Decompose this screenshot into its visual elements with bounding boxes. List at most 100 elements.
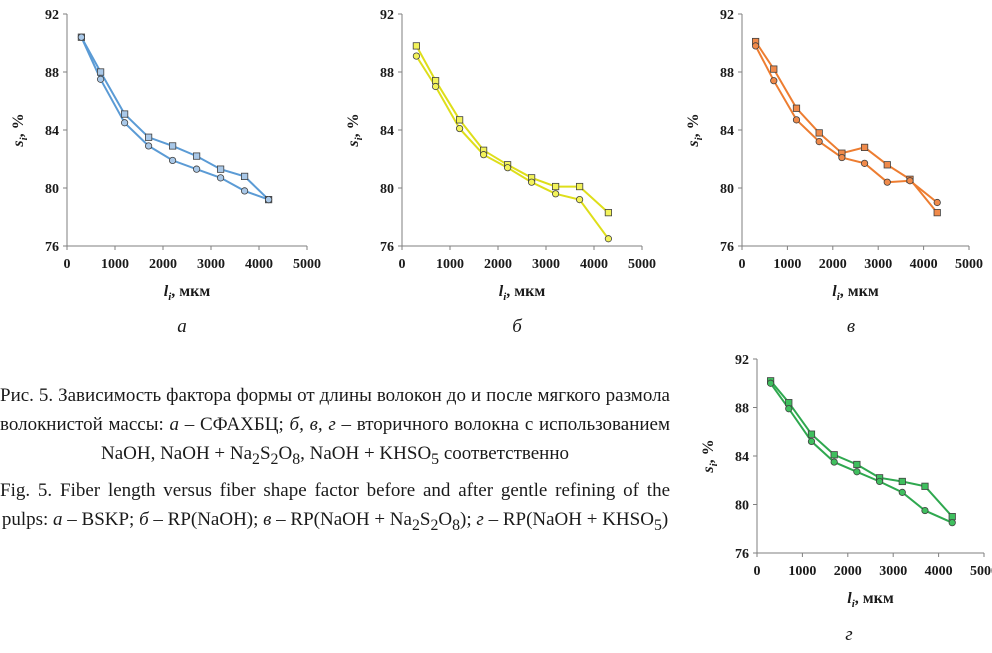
- data-point-square: [144, 133, 153, 141]
- x-tick-label: 4000: [925, 564, 953, 579]
- data-point-square: [604, 209, 613, 217]
- data-point-square: [921, 482, 929, 490]
- data-point-circle: [838, 153, 846, 162]
- panel-label-a: а: [177, 316, 187, 337]
- data-point-square: [948, 513, 956, 521]
- y-tick-label: 76: [735, 547, 749, 562]
- data-point-circle: [528, 178, 536, 186]
- y-axis-label: si, %: [345, 113, 365, 147]
- caption-english: Fig. 5. Fiber length versus fiber shape …: [0, 479, 670, 534]
- x-tick-label: 4000: [580, 257, 608, 272]
- x-tick-label: 3000: [879, 564, 907, 579]
- data-point-square: [456, 116, 464, 124]
- y-tick-label: 76: [380, 240, 394, 255]
- data-point-circle: [815, 138, 823, 146]
- y-tick-label: 80: [735, 499, 749, 514]
- data-point-circle: [432, 82, 440, 91]
- data-point-square: [830, 451, 838, 459]
- panel-label-d: г: [845, 624, 853, 645]
- data-point-square: [807, 430, 816, 438]
- y-tick-label: 84: [735, 450, 749, 465]
- y-tick-label: 76: [45, 240, 59, 255]
- y-tick-label: 92: [380, 8, 394, 23]
- x-tick-label: 5000: [970, 564, 992, 579]
- x-tick-label: 3000: [197, 257, 225, 272]
- data-point-circle: [948, 519, 956, 527]
- series-line-square: [80, 36, 270, 201]
- y-tick-label: 84: [720, 124, 734, 139]
- x-tick-label: 0: [754, 564, 761, 579]
- data-point-circle: [121, 119, 129, 127]
- data-point-circle: [217, 174, 225, 182]
- y-axis-label: si, %: [685, 113, 705, 147]
- data-point-square: [216, 165, 225, 173]
- data-point-circle: [241, 187, 249, 195]
- data-point-square: [883, 161, 891, 169]
- data-point-circle: [169, 156, 177, 165]
- x-tick-label: 1000: [436, 257, 464, 272]
- x-tick-label: 2000: [834, 564, 862, 579]
- y-tick-label: 80: [45, 182, 59, 197]
- data-point-square: [785, 399, 793, 407]
- data-point-circle: [97, 75, 105, 83]
- data-point-square: [412, 42, 420, 50]
- y-tick-label: 88: [45, 66, 59, 81]
- data-point-circle: [604, 235, 612, 243]
- x-tick-label: 1000: [788, 564, 816, 579]
- data-point-square: [121, 110, 129, 118]
- y-tick-label: 88: [720, 66, 734, 81]
- data-point-circle: [860, 159, 869, 167]
- data-point-circle: [792, 116, 801, 124]
- caption-russian: Рис. 5. Зависимость фактора формы от дли…: [0, 385, 671, 468]
- y-tick-label: 84: [380, 124, 394, 139]
- y-tick-label: 80: [720, 182, 734, 197]
- chart-d: 92 88 84 80 76 0 1000 2000 3000 4000 5000 li, мкм si…: [700, 353, 992, 610]
- y-tick-label: 88: [380, 66, 394, 81]
- series-line-circle: [415, 55, 610, 240]
- x-tick-label: 5000: [293, 257, 321, 272]
- series-line-square: [769, 380, 953, 518]
- x-tick-label: 0: [64, 257, 71, 272]
- x-tick-label: 1000: [101, 257, 129, 272]
- chart-b: 92 88 84 80 76 0 1000 2000 3000 4000 5000 li, мкм si…: [345, 8, 656, 303]
- data-point-circle: [883, 178, 891, 186]
- x-tick-label: 5000: [955, 257, 983, 272]
- data-point-circle: [552, 190, 560, 198]
- y-tick-label: 76: [720, 240, 734, 255]
- panel-label-c: в: [846, 316, 856, 337]
- x-tick-label: 2000: [149, 257, 177, 272]
- y-tick-label: 80: [380, 182, 394, 197]
- data-point-square: [853, 460, 861, 469]
- y-tick-label: 92: [720, 8, 734, 23]
- x-tick-label: 3000: [864, 257, 892, 272]
- x-tick-label: 3000: [532, 257, 560, 272]
- x-tick-label: 5000: [628, 257, 656, 272]
- x-tick-label: 0: [399, 257, 406, 272]
- data-point-circle: [504, 164, 512, 172]
- data-point-circle: [77, 33, 86, 41]
- data-point-circle: [853, 468, 861, 476]
- data-point-circle: [412, 52, 421, 60]
- x-axis-label: li, мкм: [847, 590, 894, 610]
- data-point-square: [551, 182, 560, 191]
- data-point-circle: [480, 151, 488, 159]
- data-point-circle: [193, 165, 201, 173]
- data-point-square: [168, 142, 177, 150]
- data-point-square: [815, 129, 823, 137]
- data-point-circle: [145, 142, 153, 150]
- data-point-square: [240, 172, 249, 180]
- chart-c: 92 88 84 80 76 0 1000 2000 3000 4000 5000 li, мкм si…: [685, 8, 983, 303]
- x-tick-label: 4000: [245, 257, 273, 272]
- y-axis-label: si, %: [700, 439, 720, 473]
- data-point-circle: [875, 477, 884, 486]
- series-line-circle: [769, 382, 953, 524]
- x-tick-label: 1000: [773, 257, 801, 272]
- data-point-square: [792, 104, 801, 112]
- y-axis-label: si, %: [10, 113, 30, 147]
- data-point-square: [770, 65, 778, 73]
- data-point-circle: [898, 488, 906, 496]
- data-point-circle: [456, 124, 464, 133]
- data-point-square: [97, 68, 105, 76]
- data-point-circle: [830, 458, 838, 466]
- data-point-square: [575, 182, 584, 191]
